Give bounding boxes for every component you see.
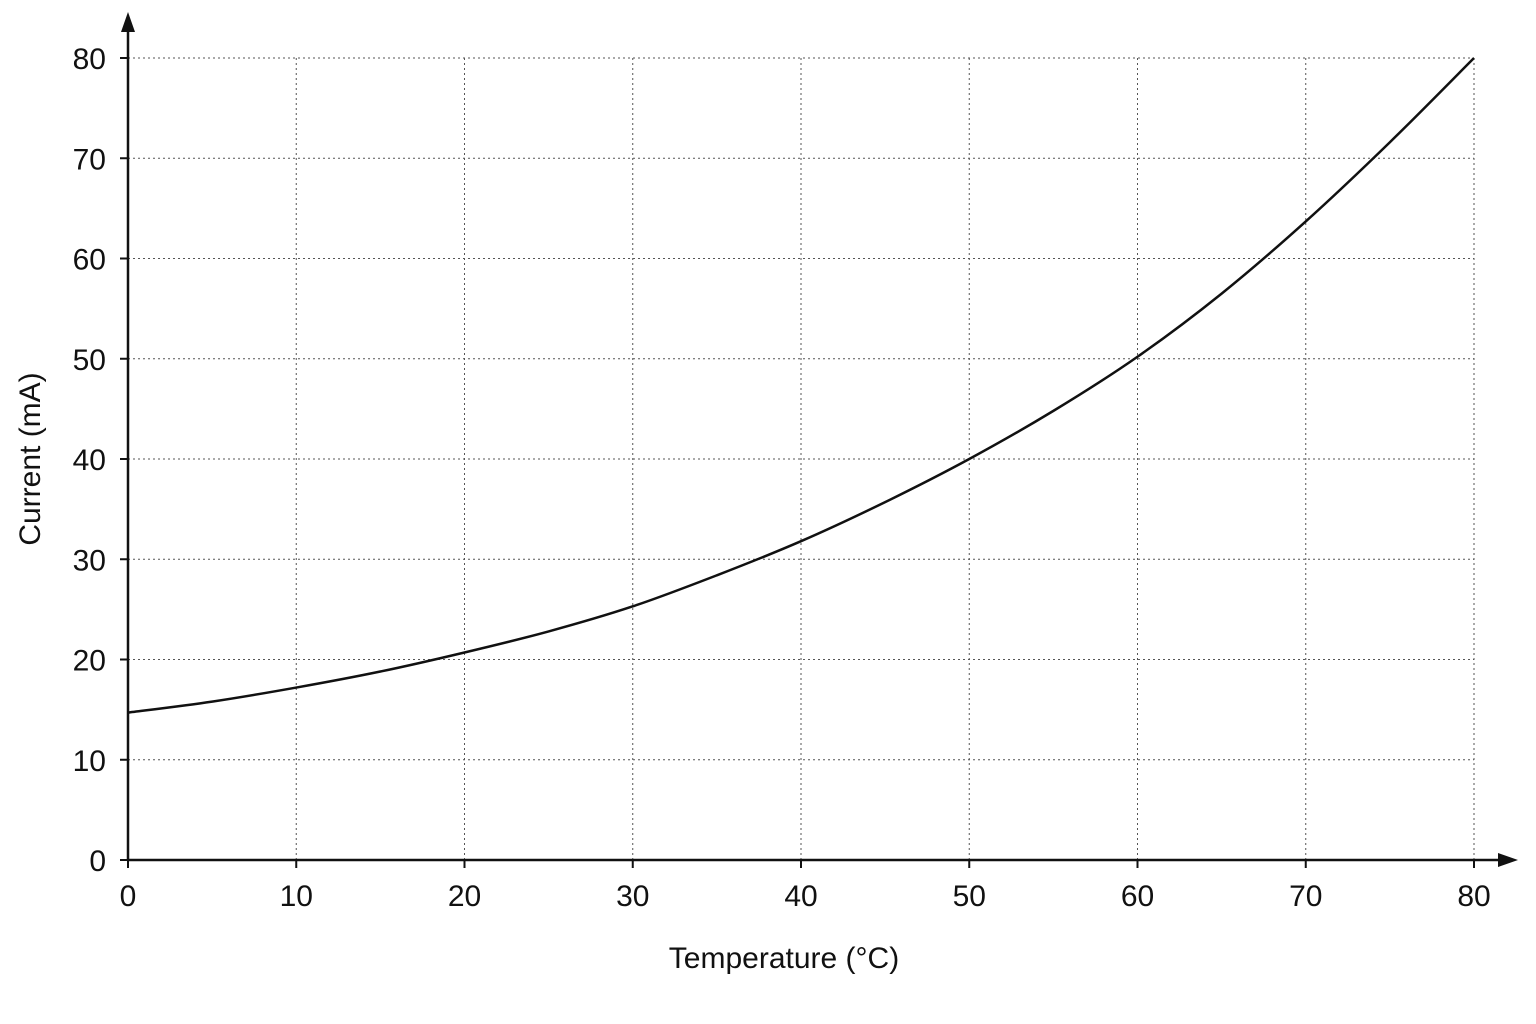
- y-tick-label: 0: [89, 845, 106, 878]
- y-tick-label: 50: [73, 344, 106, 377]
- x-tick-label: 20: [448, 880, 481, 913]
- x-tick-label: 50: [953, 880, 986, 913]
- y-tick-label: 60: [73, 244, 106, 277]
- x-tick-label: 40: [784, 880, 817, 913]
- current-vs-temperature-line: [127, 57, 1475, 714]
- x-tick-label: 80: [1457, 880, 1490, 913]
- axes: [121, 12, 1518, 867]
- y-axis-title: Current (mA): [14, 372, 47, 545]
- x-axis-arrowhead: [1498, 853, 1518, 867]
- y-tick-label: 40: [73, 444, 106, 477]
- y-tick-label: 70: [73, 143, 106, 176]
- x-axis-title: Temperature (°C): [669, 942, 899, 975]
- y-tick-label: 30: [73, 544, 106, 577]
- x-tick-label: 30: [616, 880, 649, 913]
- x-tick-label: 10: [280, 880, 313, 913]
- grid: [128, 57, 1475, 860]
- tick-labels: 0 10 20 30 40 50 60 70 80 0 10 20 30 40 50 60 70 80: [73, 43, 1491, 913]
- y-tick-label: 10: [73, 745, 106, 778]
- y-tick-label: 80: [73, 43, 106, 76]
- tick-marks: [120, 57, 1475, 868]
- y-tick-label: 20: [73, 645, 106, 678]
- y-axis-arrowhead: [121, 12, 135, 32]
- x-tick-label: 70: [1289, 880, 1322, 913]
- x-tick-label: 0: [120, 880, 137, 913]
- series: [127, 57, 1475, 714]
- x-tick-label: 60: [1121, 880, 1154, 913]
